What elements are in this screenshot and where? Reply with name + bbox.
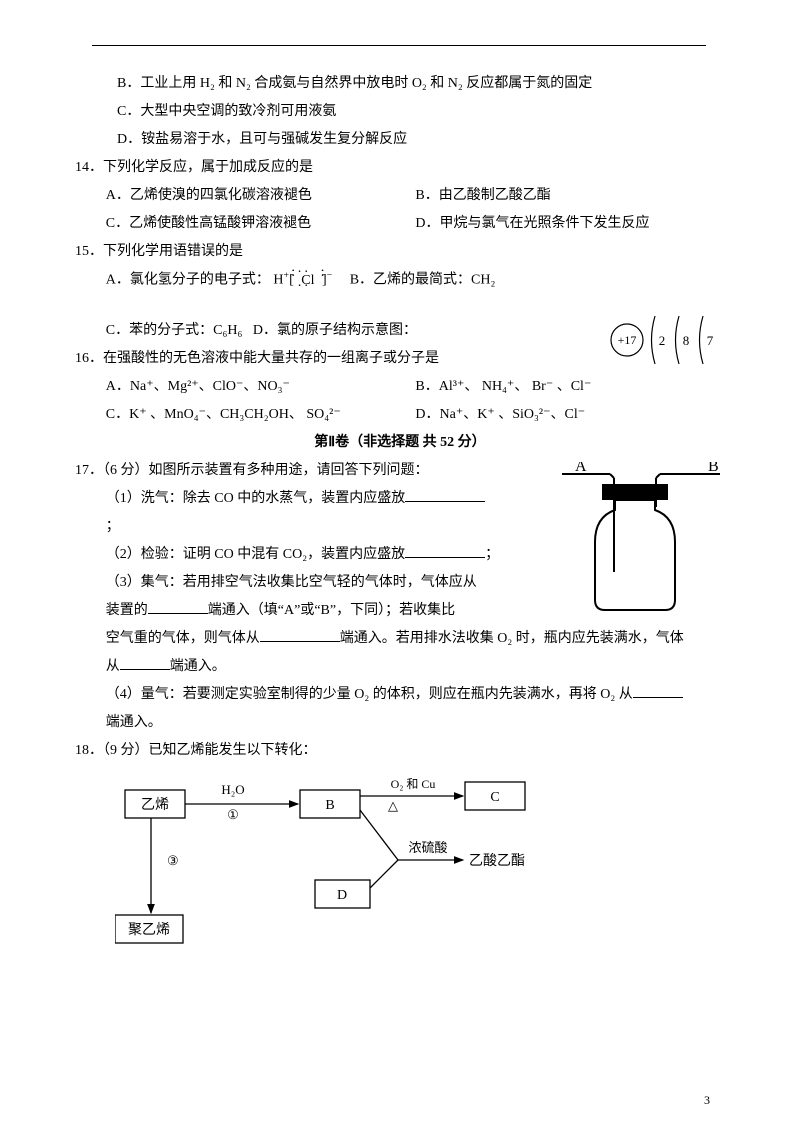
svg-text:聚乙烯: 聚乙烯 (128, 922, 170, 938)
q15-option-c: C．苯的分子式：C₆H₆ (106, 323, 243, 338)
svg-text:乙烯: 乙烯 (141, 797, 169, 813)
q15-electron-formula: H+[ ·· : Cl : ·· ]− (273, 266, 332, 295)
q18-flowchart: 乙烯 B C D 聚乙烯 乙酸乙酯 H₂O ① O₂ 和 Cu △ (115, 770, 585, 950)
svg-text:O₂ 和 Cu: O₂ 和 Cu (391, 777, 436, 791)
header-rule (92, 45, 706, 46)
page-number: 3 (704, 1088, 710, 1112)
svg-text:①: ① (227, 807, 239, 822)
q14-option-a: A．乙烯使溴的四氯化碳溶液褪色 (106, 182, 416, 210)
svg-text:D: D (337, 888, 347, 903)
gas-bottle-diagram: A B (560, 462, 725, 617)
q14-option-d: D．甲烷与氯气在光照条件下发生反应 (415, 210, 725, 238)
svg-text:C: C (490, 790, 499, 805)
q17-part4: （4）量气：若要测定实验室制得的少量 O₂ 的体积，则应在瓶内先装满水，再将 O… (75, 681, 725, 709)
svg-text:A: A (575, 462, 587, 475)
q15-option-d: D．氯的原子结构示意图： (253, 323, 417, 338)
q13-option-d: D．铵盐易溶于水，且可与强碱发生复分解反应 (75, 126, 725, 154)
q17-part3-line4: 从端通入。 (75, 653, 725, 681)
q18-stem: 18．（9 分）已知乙烯能发生以下转化： (75, 737, 725, 765)
q15-stem: 15．下列化学用语错误的是 (75, 238, 725, 266)
svg-text:2: 2 (659, 333, 666, 348)
q16-option-a: A．Na⁺、Mg²⁺、ClO⁻、NO₃⁻ (106, 373, 416, 401)
svg-text:③: ③ (167, 853, 179, 868)
q16-option-d: D．Na⁺、K⁺ 、SiO₃²⁻、Cl⁻ (415, 401, 725, 429)
q17-part4-end: 端通入。 (75, 709, 725, 737)
svg-text:乙酸乙酯: 乙酸乙酯 (469, 853, 525, 869)
q15-option-b: B．乙烯的最简式：CH₂ (350, 273, 496, 288)
svg-text:B: B (325, 798, 334, 813)
svg-text:浓硫酸: 浓硫酸 (408, 840, 447, 855)
svg-text:7: 7 (707, 333, 714, 348)
svg-text:8: 8 (683, 333, 690, 348)
svg-text:B: B (708, 462, 719, 475)
q14-stem: 14．下列化学反应，属于加成反应的是 (75, 154, 725, 182)
q16-option-c: C．K⁺ 、MnO₄⁻、CH₃CH₂OH、 SO₄²⁻ (106, 401, 416, 429)
q13-option-b: B．工业上用 H₂ 和 N₂ 合成氨与自然界中放电时 O₂ 和 N₂ 反应都属于… (75, 70, 725, 98)
svg-text:H₂O: H₂O (221, 782, 244, 797)
atom-structure-diagram: +17 2 8 7 (605, 310, 740, 368)
section-2-header: 第Ⅱ卷（非选择题 共 52 分） (75, 429, 725, 457)
document-body: B．工业上用 H₂ 和 N₂ 合成氨与自然界中放电时 O₂ 和 N₂ 反应都属于… (75, 30, 725, 961)
q15-option-a-pre: A．氯化氢分子的电子式： (106, 273, 270, 288)
svg-text:△: △ (388, 798, 398, 813)
q14-option-c: C．乙烯使酸性高锰酸钾溶液褪色 (106, 210, 416, 238)
q17-part3-line3: 空气重的气体，则气体从端通入。若用排水法收集 O₂ 时，瓶内应先装满水，气体 (75, 625, 725, 653)
q14-option-b: B．由乙酸制乙酸乙酯 (415, 182, 725, 210)
q13-option-c: C．大型中央空调的致冷剂可用液氨 (75, 98, 725, 126)
q16-option-b: B．Al³⁺、 NH₄⁺、 Br⁻ 、Cl⁻ (415, 373, 725, 401)
svg-text:+17: +17 (618, 333, 637, 347)
